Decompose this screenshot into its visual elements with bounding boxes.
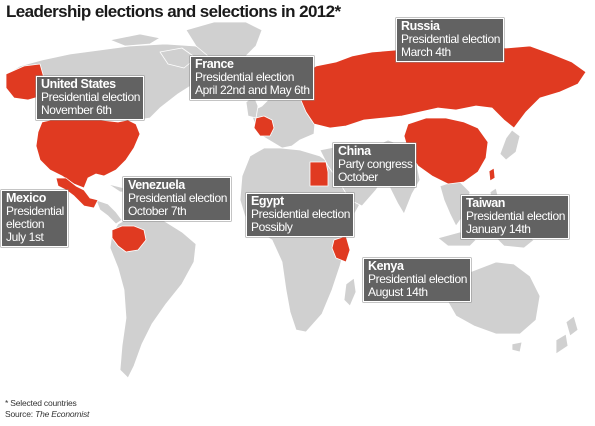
label-united-states: United States Presidential election Novemb…	[36, 76, 144, 120]
venezuela-shape	[111, 225, 147, 253]
label-france-name: France	[195, 57, 234, 71]
label-russia-line: Presidential election	[401, 32, 500, 46]
tasmania-land	[511, 341, 523, 353]
label-russia-name: Russia	[401, 19, 440, 33]
label-united-states-name: United States	[41, 77, 116, 91]
label-russia-line: March 4th	[401, 45, 451, 59]
label-united-states-line: Presidential election	[41, 90, 140, 104]
australia-land	[447, 261, 541, 335]
label-venezuela-name: Venezuela	[128, 178, 185, 192]
label-taiwan: Taiwan Presidential election January 14th	[461, 195, 569, 239]
mexico-shape	[55, 177, 99, 209]
label-mexico: Mexico Presidential election July 1st	[1, 190, 68, 247]
label-mexico-name: Mexico	[6, 191, 46, 205]
label-egypt-line: Presidential election	[251, 207, 350, 221]
new-zealand-south-land	[555, 333, 569, 355]
egypt-shape	[309, 161, 329, 187]
taiwan-shape	[488, 167, 496, 182]
source-name: The Economist	[35, 409, 90, 419]
france-shape	[253, 115, 275, 137]
label-kenya: Kenya Presidential election August 14th	[363, 258, 471, 302]
label-egypt-name: Egypt	[251, 194, 284, 208]
label-france-line: Presidential election	[195, 70, 294, 84]
source-prefix: Source:	[5, 409, 33, 419]
label-mexico-line: election	[6, 217, 45, 231]
south-america-land	[109, 213, 197, 379]
label-egypt: Egypt Presidential election Possibly	[246, 193, 354, 237]
label-france: France Presidential election April 22nd an…	[190, 56, 314, 100]
label-china-name: China	[338, 144, 371, 158]
label-kenya-line: Presidential election	[368, 272, 467, 286]
label-russia: Russia Presidential election March 4th	[396, 18, 504, 62]
japan-land	[499, 129, 521, 161]
footnote-note: * Selected countries	[5, 398, 77, 408]
label-kenya-line: August 14th	[368, 285, 428, 299]
footnote: * Selected countries Source: The Economi…	[5, 398, 89, 420]
label-venezuela-line: Presidential election	[128, 191, 227, 205]
label-kenya-name: Kenya	[368, 259, 404, 273]
label-france-line: April 22nd and May 6th	[195, 83, 310, 97]
label-taiwan-name: Taiwan	[466, 196, 506, 210]
label-china-line: October	[338, 170, 378, 184]
arctic-islands-land	[109, 33, 161, 47]
label-mexico-line: July 1st	[6, 230, 44, 244]
label-egypt-line: Possibly	[251, 220, 293, 234]
map-title: Leadership elections and selections in 2…	[6, 2, 341, 21]
label-venezuela-line: October 7th	[128, 204, 187, 218]
label-china: China Party congress October	[333, 143, 417, 187]
label-taiwan-line: January 14th	[466, 222, 531, 236]
label-mexico-line: Presidential	[6, 204, 64, 218]
source-line: Source: The Economist	[5, 409, 89, 420]
new-zealand-land	[565, 315, 579, 337]
label-china-line: Party congress	[338, 157, 413, 171]
united-states-shape	[35, 117, 141, 189]
label-united-states-line: November 6th	[41, 103, 112, 117]
madagascar-land	[343, 277, 357, 307]
label-taiwan-line: Presidential election	[466, 209, 565, 223]
central-america-land	[95, 199, 123, 225]
label-venezuela: Venezuela Presidential election October 7t…	[123, 177, 231, 221]
